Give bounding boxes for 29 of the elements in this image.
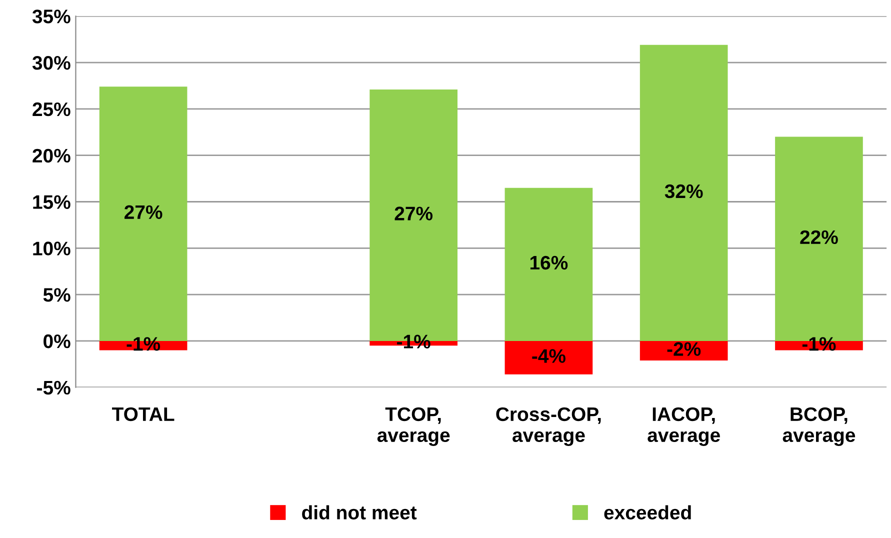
y-tick-label: 25% (32, 102, 70, 116)
y-tick-label: 35% (32, 10, 70, 24)
data-label: 16% (530, 256, 568, 270)
data-label: -4% (532, 349, 566, 363)
y-tick-label: 15% (33, 195, 70, 209)
y-tick-label: 30% (32, 56, 70, 70)
legend-label: exceeded (604, 505, 691, 520)
data-label: 27% (124, 205, 162, 219)
y-tick-label: 10% (33, 242, 70, 256)
bar (504, 340, 593, 374)
data-label: -1% (126, 337, 160, 351)
data-label: 27% (394, 206, 433, 220)
x-tick-label: TCOP, average (377, 407, 450, 446)
legend-label: did not meet (302, 505, 417, 520)
data-label: 22% (800, 230, 838, 244)
y-tick-label: -5% (37, 380, 70, 395)
x-tick-label: IACOP, average (648, 407, 720, 446)
bar (640, 44, 728, 341)
y-tick-label: 5% (43, 288, 70, 302)
x-tick-label: TOTAL (112, 407, 174, 422)
y-tick-label: 0% (44, 334, 70, 348)
data-label: -1% (802, 337, 836, 351)
data-label: 32% (664, 184, 703, 198)
x-tick-label: BCOP, average (782, 407, 856, 446)
x-tick-label: Cross-COP, average (496, 407, 601, 446)
bar (504, 188, 593, 341)
y-tick-label: 20% (32, 148, 70, 163)
data-label: -2% (667, 342, 701, 356)
bar (640, 340, 728, 360)
